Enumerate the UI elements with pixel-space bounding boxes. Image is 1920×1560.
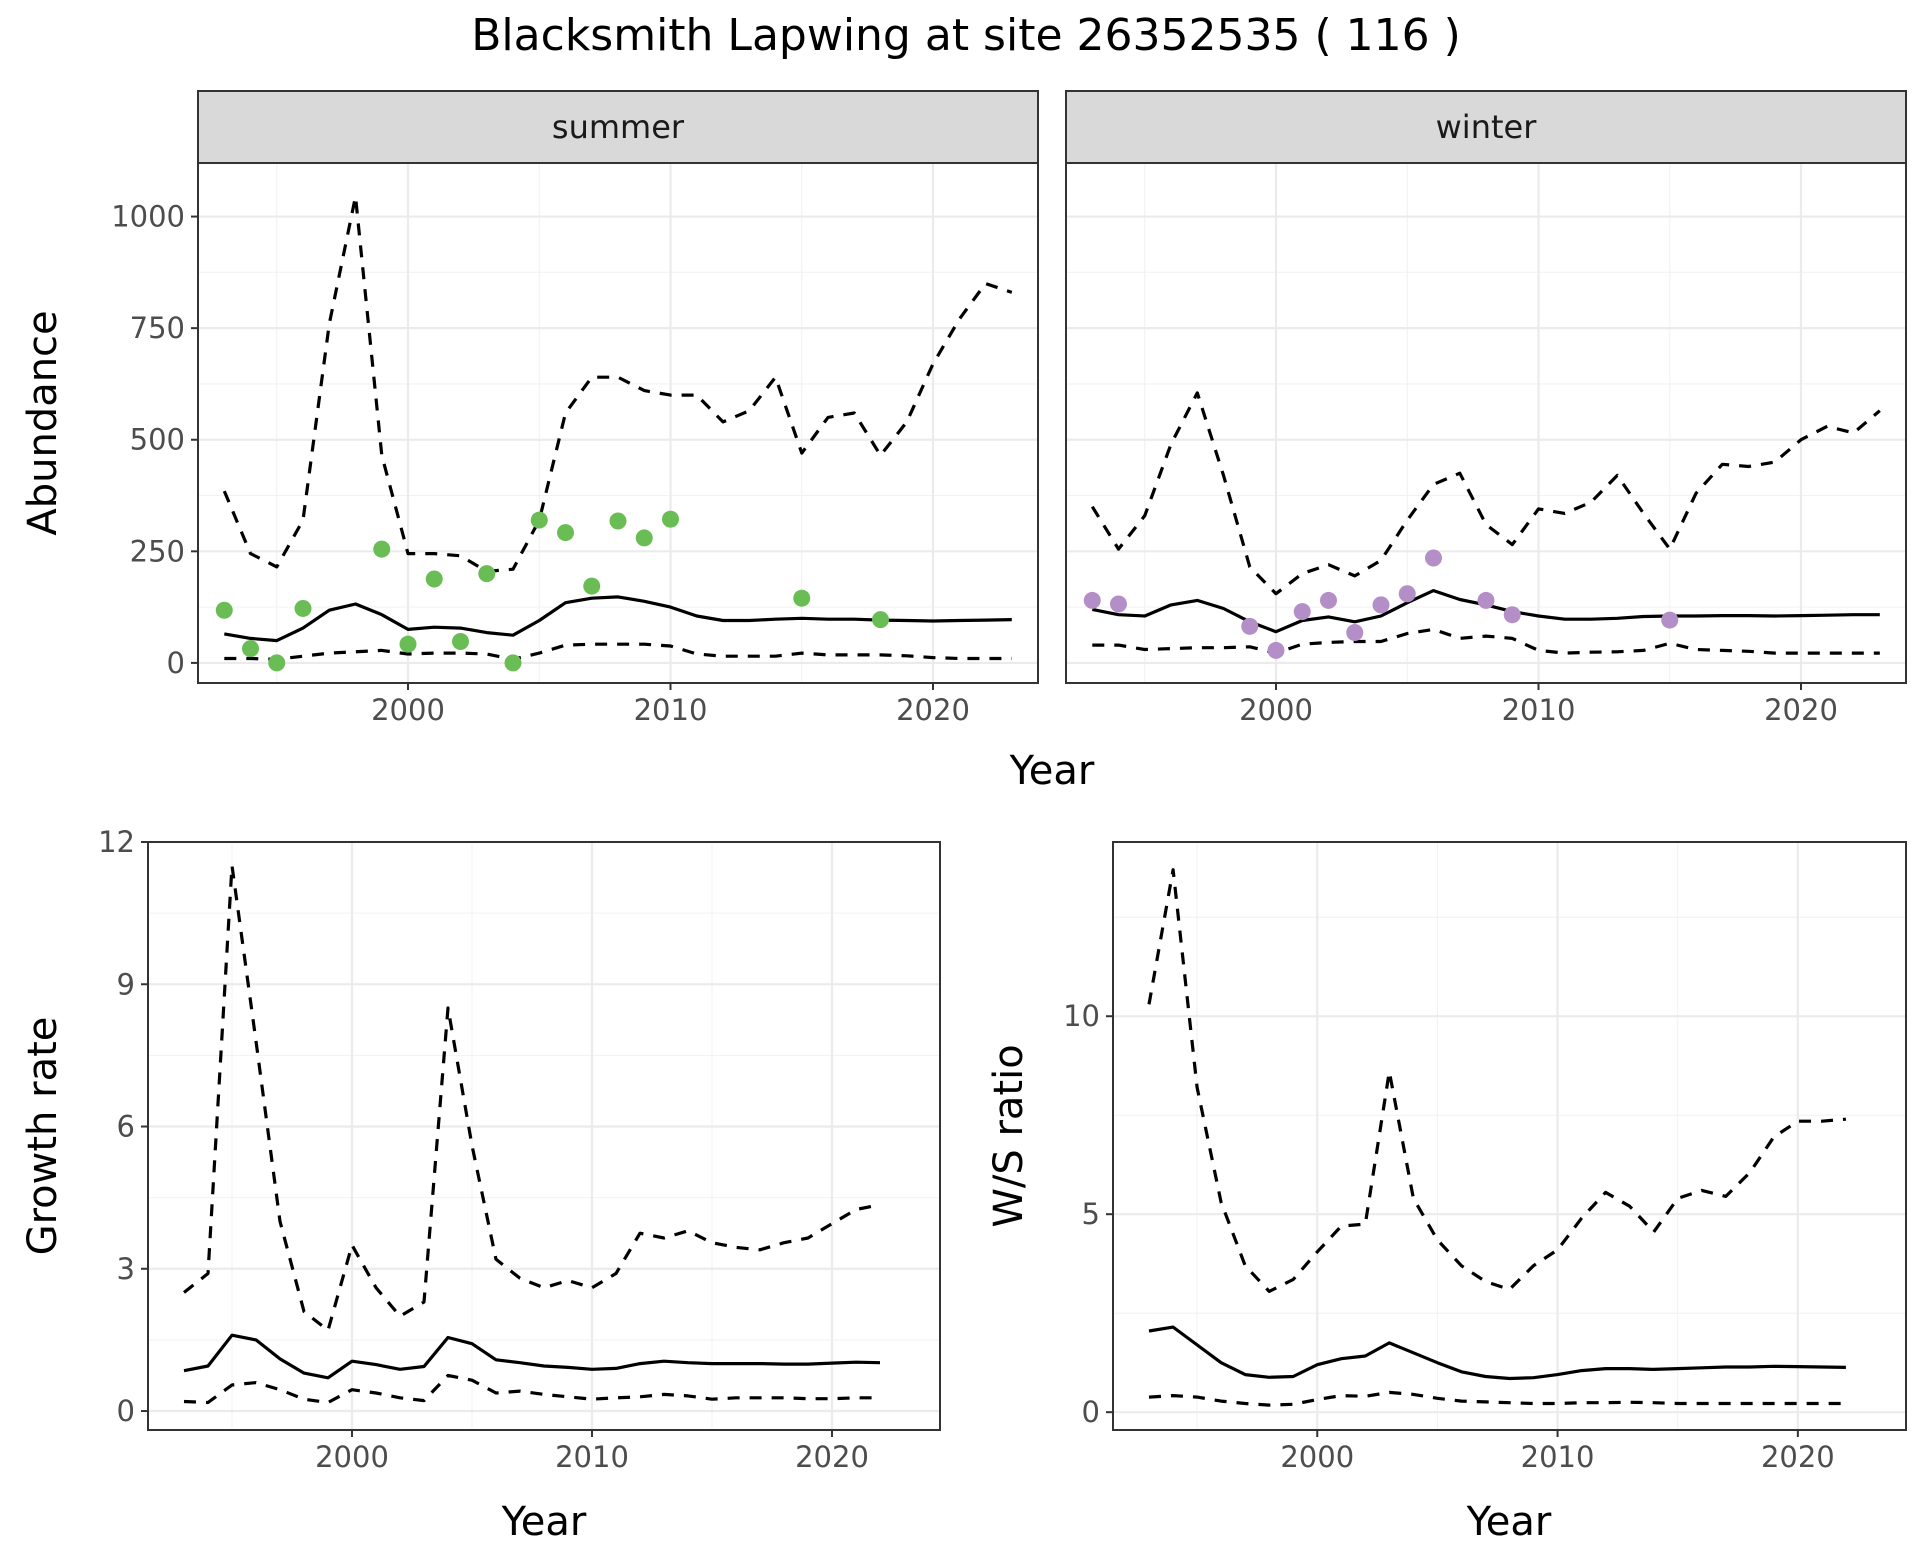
series-upper-bound <box>1147 868 1847 1293</box>
series-lower-bound <box>1148 1390 1846 1407</box>
panel-growth-rate: 2000 2010 2020 0 3 6 9 12 <box>98 825 941 1474</box>
x-tick-label: 2020 <box>795 1440 869 1474</box>
x-tick-label: 2000 <box>1239 693 1313 727</box>
data-point <box>1083 591 1101 609</box>
y-tick-label: 5 <box>1082 1197 1100 1231</box>
x-axis-title: Year <box>501 1499 587 1545</box>
facet-strip-label: winter <box>1436 108 1538 146</box>
x-tick-label: 2000 <box>315 1440 389 1474</box>
x-tick-label: 2000 <box>371 693 445 727</box>
y-tick-label: 3 <box>117 1252 135 1286</box>
y-tick-label: 10 <box>1063 999 1100 1033</box>
y-tick-label: 9 <box>117 967 135 1001</box>
series-lower-bound <box>183 1373 880 1405</box>
series-lower-bound <box>1092 627 1880 655</box>
panel-border <box>1112 841 1907 1431</box>
y-tick-label: 0 <box>1082 1395 1100 1429</box>
data-point <box>1346 624 1364 642</box>
data-point <box>609 512 627 530</box>
y-tick-label: 250 <box>130 534 185 568</box>
data-point <box>1241 617 1259 635</box>
panel-background <box>1113 842 1906 1430</box>
data-point <box>452 632 469 650</box>
facet-strip <box>1065 90 1907 164</box>
data-point <box>635 529 653 547</box>
data-point <box>215 601 233 619</box>
data-point <box>268 654 286 672</box>
data-point <box>294 599 312 617</box>
y-tick-label: 0 <box>167 646 185 680</box>
y-axis-title: W/S ratio <box>986 1044 1032 1227</box>
series-upper-bound <box>1090 391 1881 596</box>
facet-strip <box>197 90 1039 164</box>
y-axis-title: Abundance <box>20 310 66 535</box>
x-tick-label: 2020 <box>1764 693 1838 727</box>
panel-background <box>198 163 1038 683</box>
y-tick-label: 0 <box>117 1394 135 1428</box>
data-point <box>662 510 679 528</box>
x-tick-label: 2010 <box>555 1440 629 1474</box>
data-point <box>373 540 391 558</box>
data-point <box>557 524 574 542</box>
data-point <box>872 611 889 629</box>
panel-border <box>147 841 941 1431</box>
y-tick-label: 500 <box>130 423 185 457</box>
data-point <box>1293 603 1311 621</box>
data-point <box>1661 611 1679 629</box>
panel-abundance-winter: 2000 2010 2020 winter <box>1065 90 1907 727</box>
facet-strip-label: summer <box>552 108 685 146</box>
data-point <box>1110 595 1127 613</box>
y-tick-label: 6 <box>117 1110 135 1144</box>
y-tick-label: 750 <box>130 311 185 345</box>
x-axis-title: Year <box>1009 748 1095 794</box>
data-point <box>399 635 417 653</box>
series-upper-bound <box>183 864 881 1332</box>
data-point <box>1320 591 1337 609</box>
panel-background <box>148 842 940 1430</box>
data-point <box>1398 585 1416 603</box>
y-tick-label: 1000 <box>111 200 185 234</box>
series-mean <box>183 1333 881 1380</box>
x-tick-label: 2000 <box>1280 1440 1354 1474</box>
x-tick-label: 2010 <box>1502 693 1576 727</box>
data-point <box>504 654 522 672</box>
data-point <box>583 577 601 595</box>
x-axis-title: Year <box>1466 1499 1552 1545</box>
data-point <box>1372 596 1390 614</box>
x-tick-label: 2020 <box>1761 1440 1835 1474</box>
chart-title: Blacksmith Lapwing at site 26352535 ( 11… <box>471 10 1460 61</box>
y-tick-label: 12 <box>98 825 135 859</box>
panel-abundance-summer: 2000 2010 2020 0 250 500 750 1000 summer <box>111 90 1039 727</box>
panel-ws-ratio: 2000 2010 2020 0 5 10 <box>1063 841 1907 1474</box>
y-axis-title: Growth rate <box>20 1017 66 1256</box>
data-point <box>425 570 443 588</box>
data-point <box>1267 641 1285 659</box>
series-mean <box>1148 1325 1846 1381</box>
data-point <box>242 640 259 658</box>
data-point <box>478 565 496 583</box>
data-point <box>793 589 811 607</box>
data-point <box>530 511 548 529</box>
x-tick-label: 2020 <box>896 693 970 727</box>
data-point <box>1425 549 1442 567</box>
series-lower-bound <box>224 642 1012 661</box>
data-point <box>1503 606 1521 624</box>
x-tick-label: 2010 <box>634 693 708 727</box>
x-tick-label: 2010 <box>1521 1440 1595 1474</box>
data-point <box>1477 591 1495 609</box>
